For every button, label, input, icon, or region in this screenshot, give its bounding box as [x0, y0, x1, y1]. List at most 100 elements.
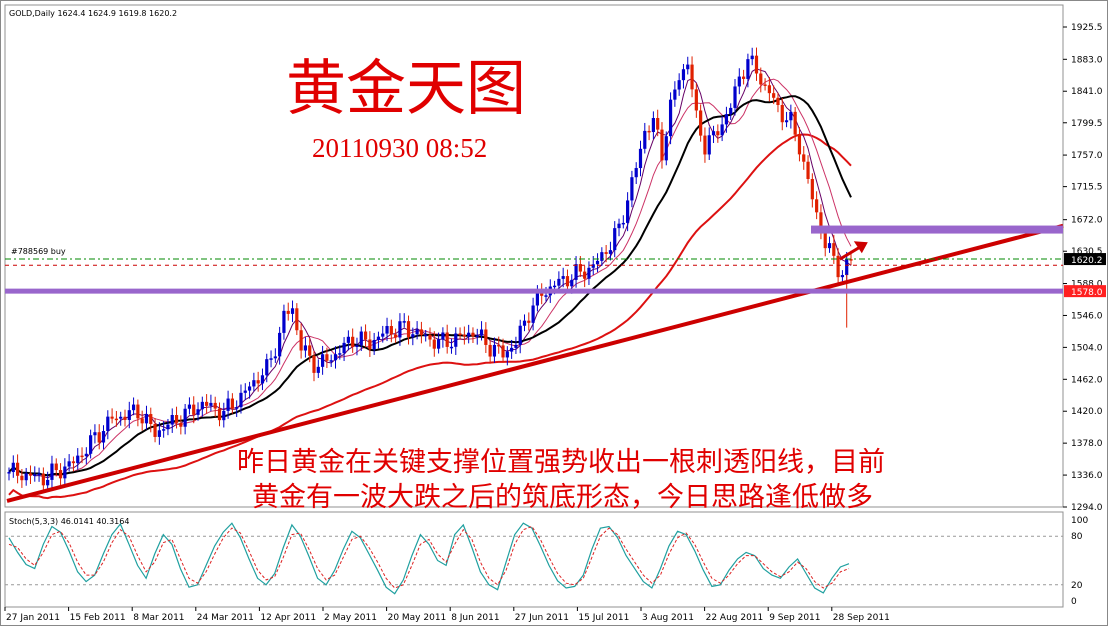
- candle-body: [278, 332, 282, 357]
- candle: [351, 328, 355, 353]
- candle-body: [247, 386, 252, 391]
- y-tick-label: 1420.0: [1071, 407, 1103, 417]
- candle: [308, 338, 312, 363]
- order-label: #788569 buy: [11, 247, 66, 256]
- y-tick-label: 1925.5: [1071, 23, 1103, 33]
- candle: [763, 78, 767, 91]
- candle: [802, 146, 806, 170]
- candle: [333, 346, 338, 369]
- candle-body: [759, 73, 763, 85]
- candle: [647, 125, 651, 141]
- y-tick-label: 1462.0: [1071, 375, 1103, 385]
- y-tick-label: 1841.0: [1071, 87, 1103, 97]
- candle-body: [471, 332, 475, 337]
- candle-body: [157, 430, 161, 437]
- x-tick-label: 20 May 2011: [388, 613, 447, 623]
- candle: [643, 122, 647, 154]
- candle: [312, 350, 316, 382]
- candle: [196, 402, 200, 421]
- candle-body: [419, 329, 424, 336]
- candle-body: [67, 461, 71, 467]
- candle-body: [849, 259, 853, 261]
- candle: [295, 303, 299, 336]
- y-tick-label: 1294.0: [1071, 503, 1103, 513]
- candle-body: [552, 285, 557, 288]
- candle: [793, 107, 797, 142]
- candle: [806, 155, 810, 184]
- candle-body: [527, 320, 531, 323]
- y-tick-label: 1799.5: [1071, 119, 1103, 129]
- candle-body: [368, 339, 372, 350]
- candle: [445, 324, 449, 354]
- candle: [187, 397, 192, 415]
- candle-body: [187, 404, 192, 409]
- candle: [703, 127, 707, 163]
- candle-body: [174, 415, 179, 423]
- candle-body: [565, 276, 570, 287]
- candle: [162, 421, 166, 438]
- stoch-y-tick-label: 20: [1071, 581, 1083, 591]
- up-arrow-shaft: [839, 245, 861, 261]
- annotation-line-1: 昨日黄金在关键支撑位置强势收出一根刺透阳线，目前: [237, 447, 885, 478]
- candle: [368, 331, 372, 357]
- candle: [462, 326, 466, 345]
- candle: [37, 467, 41, 482]
- candle: [11, 455, 15, 478]
- candle: [406, 315, 411, 345]
- candle: [256, 371, 260, 392]
- candle: [222, 402, 226, 428]
- candle: [398, 313, 402, 346]
- candle-body: [656, 118, 660, 130]
- candle-body: [192, 404, 196, 415]
- candle-body: [492, 344, 497, 357]
- candle-body: [802, 154, 806, 162]
- candle-body: [819, 212, 823, 233]
- candle: [71, 456, 76, 472]
- candle: [157, 422, 161, 445]
- candle-body: [342, 342, 346, 354]
- candle-body: [33, 474, 37, 476]
- candle-body: [136, 404, 140, 419]
- candle-body: [200, 401, 204, 410]
- candle: [630, 170, 634, 208]
- candle: [20, 469, 24, 488]
- candle-body: [20, 475, 24, 481]
- candle: [815, 191, 819, 220]
- price-panel: GOLD,Daily 1624.4 1624.9 1619.8 1620.2 1…: [4, 4, 1106, 513]
- candle-body: [97, 432, 101, 443]
- candle-body: [587, 267, 591, 279]
- candle-body: [733, 86, 737, 108]
- candle: [449, 338, 454, 354]
- candle-body: [832, 243, 836, 256]
- candle-body: [797, 134, 802, 155]
- candle-body: [46, 479, 50, 486]
- candle: [41, 467, 45, 494]
- candle: [484, 322, 488, 353]
- candle-body: [772, 93, 776, 98]
- candle-body: [76, 455, 80, 464]
- candle: [170, 408, 174, 433]
- candle-body: [123, 416, 127, 420]
- candle: [329, 354, 333, 367]
- candle: [557, 271, 561, 292]
- y-tick-label: 1336.0: [1071, 471, 1103, 481]
- candle-body: [720, 124, 724, 136]
- candle-body: [140, 418, 144, 424]
- candle-body: [235, 407, 239, 409]
- candle: [15, 454, 20, 484]
- symbol-header: GOLD,Daily 1624.4 1624.9 1619.8 1620.2: [9, 9, 177, 18]
- candle-body: [634, 168, 638, 178]
- candle: [235, 400, 239, 417]
- candle-body: [479, 329, 484, 336]
- candle: [711, 125, 716, 143]
- candle: [754, 47, 759, 81]
- current-price-tag: 1620.2: [1064, 253, 1106, 266]
- candle: [131, 397, 136, 416]
- candle: [76, 448, 80, 470]
- candle-body: [677, 80, 681, 90]
- candle: [656, 109, 660, 137]
- candle-body: [518, 325, 522, 345]
- candle-body: [823, 232, 827, 249]
- candle: [561, 267, 565, 288]
